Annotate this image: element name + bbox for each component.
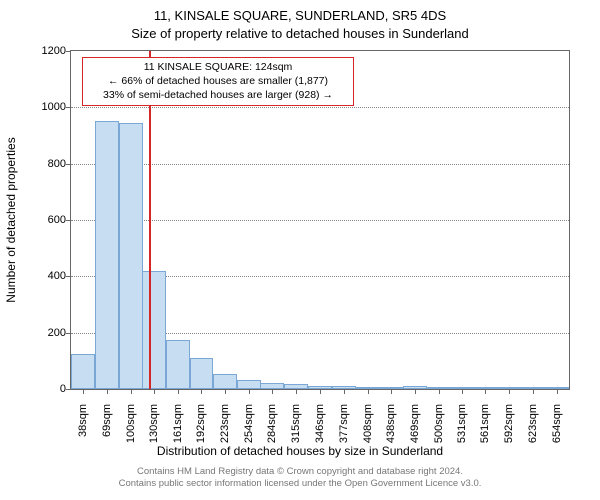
ytick-label: 400 [26,270,66,282]
xtick-mark [439,389,440,394]
xtick-label: 192sqm [195,404,207,454]
footer-line-1: Contains HM Land Registry data © Crown c… [0,466,600,478]
xtick-label: 69sqm [101,404,113,454]
ytick-label: 200 [26,327,66,339]
histogram-bar [190,358,214,389]
xtick-label: 654sqm [551,404,563,454]
xtick-mark [320,389,321,394]
ytick-mark [66,220,71,221]
xtick-mark [131,389,132,394]
xtick-mark [107,389,108,394]
main-title: 11, KINSALE SQUARE, SUNDERLAND, SR5 4DS [0,8,600,23]
xtick-mark [154,389,155,394]
gridline-h [71,107,569,108]
xtick-label: 38sqm [77,404,89,454]
gridline-h [71,220,569,221]
histogram-bar [237,380,261,389]
histogram-bar [142,271,166,389]
xtick-mark [178,389,179,394]
xtick-label: 254sqm [243,404,255,454]
ytick-label: 1200 [26,45,66,57]
ytick-mark [66,164,71,165]
xtick-label: 438sqm [385,404,397,454]
y-axis-label: Number of detached properties [4,137,18,302]
ytick-label: 800 [26,158,66,170]
gridline-h [71,164,569,165]
xtick-mark [296,389,297,394]
xtick-label: 500sqm [433,404,445,454]
histogram-bar [213,374,237,389]
callout-line-1: 11 KINSALE SQUARE: 124sqm [89,60,347,74]
xtick-label: 623sqm [527,404,539,454]
xtick-label: 469sqm [409,404,421,454]
ytick-label: 1000 [26,101,66,113]
histogram-bar [95,121,119,389]
xtick-mark [225,389,226,394]
xtick-mark [509,389,510,394]
xtick-label: 284sqm [266,404,278,454]
ytick-label: 600 [26,214,66,226]
ytick-mark [66,51,71,52]
xtick-label: 346sqm [314,404,326,454]
xtick-label: 561sqm [479,404,491,454]
xtick-mark [249,389,250,394]
footer-text: Contains HM Land Registry data © Crown c… [0,466,600,491]
footer-line-2: Contains public sector information licen… [0,478,600,490]
ytick-mark [66,276,71,277]
callout-line-2: ← 66% of detached houses are smaller (1,… [89,74,347,88]
histogram-bar [119,123,143,389]
xtick-mark [485,389,486,394]
xtick-mark [368,389,369,394]
chart-container: 11, KINSALE SQUARE, SUNDERLAND, SR5 4DS … [0,0,600,500]
xtick-label: 531sqm [456,404,468,454]
xtick-label: 408sqm [362,404,374,454]
xtick-mark [557,389,558,394]
ytick-mark [66,389,71,390]
xtick-label: 592sqm [503,404,515,454]
xtick-mark [533,389,534,394]
ytick-mark [66,107,71,108]
xtick-label: 130sqm [148,404,160,454]
xtick-mark [391,389,392,394]
xtick-label: 377sqm [338,404,350,454]
histogram-bar [71,354,95,389]
histogram-bar [166,340,190,389]
xtick-mark [272,389,273,394]
xtick-label: 161sqm [172,404,184,454]
xtick-mark [344,389,345,394]
callout-line-3: 33% of semi-detached houses are larger (… [89,88,347,102]
xtick-mark [462,389,463,394]
sub-title: Size of property relative to detached ho… [0,26,600,41]
xtick-mark [415,389,416,394]
ytick-label: 0 [26,383,66,395]
xtick-mark [83,389,84,394]
callout-box: 11 KINSALE SQUARE: 124sqm← 66% of detach… [82,57,354,106]
xtick-label: 223sqm [219,404,231,454]
xtick-mark [201,389,202,394]
xtick-label: 315sqm [290,404,302,454]
xtick-label: 100sqm [125,404,137,454]
ytick-mark [66,333,71,334]
